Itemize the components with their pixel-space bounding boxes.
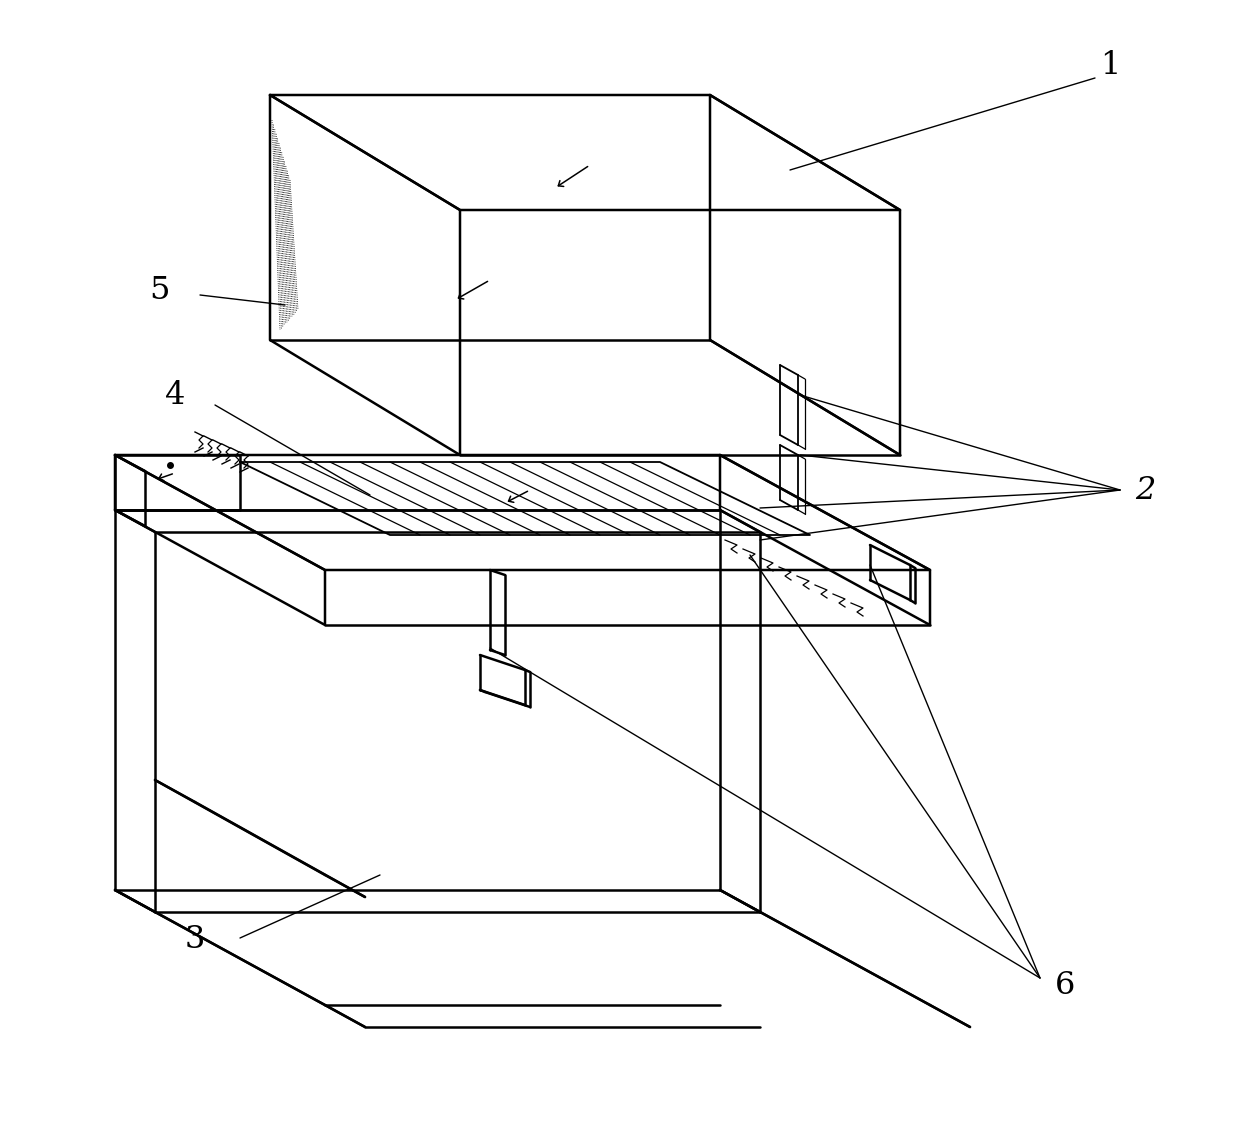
Text: 6: 6 [1055, 969, 1075, 1001]
Text: 5: 5 [150, 275, 170, 305]
Text: 3: 3 [185, 925, 205, 956]
Text: 1: 1 [1100, 49, 1120, 81]
Text: 2: 2 [1135, 475, 1156, 506]
Text: 4: 4 [165, 379, 185, 411]
